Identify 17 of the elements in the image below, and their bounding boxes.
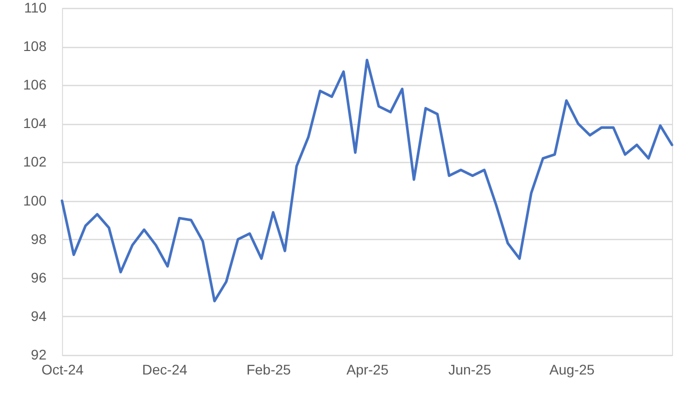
line-series [60, 58, 674, 302]
y-tick-label: 96 [30, 269, 47, 286]
y-tick-label: 98 [30, 230, 47, 247]
x-tick-label: Dec-24 [142, 362, 188, 378]
y-tick-label: 106 [23, 76, 47, 93]
y-tick-label: 104 [23, 115, 47, 132]
x-tick-label: Feb-25 [246, 362, 292, 378]
x-tick-label: Aug-25 [549, 362, 595, 378]
y-tick-label: 100 [23, 192, 47, 208]
x-tick-label: Apr-25 [346, 362, 389, 378]
y-tick-label: 92 [30, 346, 47, 362]
y-tick-label: 94 [30, 308, 47, 324]
x-tick-label: Oct-24 [41, 362, 84, 378]
y-tick-label: 102 [23, 154, 47, 170]
y-tick-label: 108 [23, 38, 47, 54]
x-tick-label: Jun-25 [448, 362, 492, 378]
y-tick-label: 110 [24, 0, 47, 16]
